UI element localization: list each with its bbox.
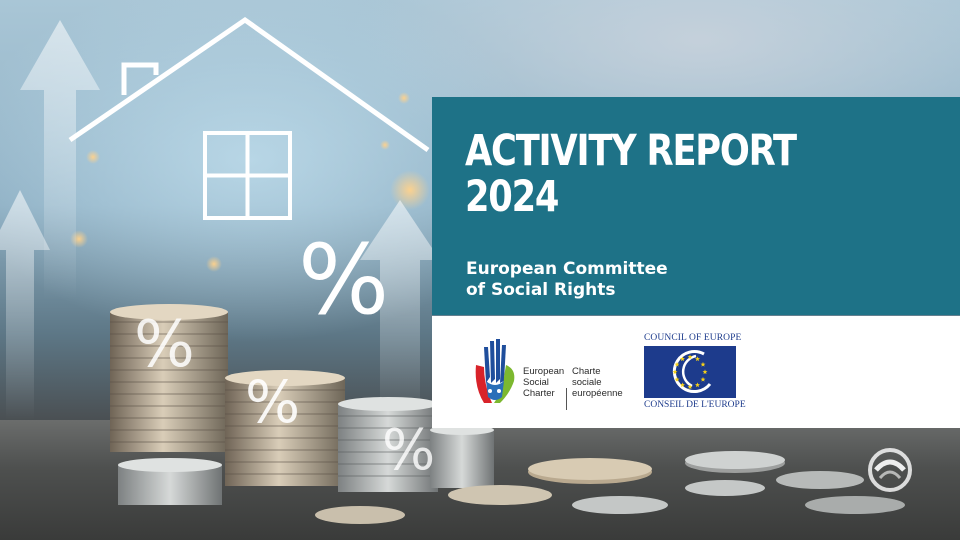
flag-star-icon [672, 369, 678, 375]
social-charter-fr-line1: Charte [572, 366, 601, 377]
report-title-year: 2024 [465, 172, 559, 222]
social-charter-fr-line2: sociale [572, 377, 602, 388]
percent-sign: % [134, 308, 195, 382]
committee-name-line1: European Committee [466, 259, 668, 279]
percent-sign: % [382, 418, 436, 483]
flag-star-icon [687, 354, 693, 360]
flag-star-icon [695, 356, 700, 362]
social-charter-en-line1: European [523, 366, 565, 377]
social-charter-hand-icon [475, 339, 515, 403]
flag-star-icon [700, 376, 706, 382]
social-charter-en-line2: Social [523, 377, 549, 388]
coin-stack [430, 425, 494, 488]
bokeh-light [380, 140, 390, 150]
committee-name: European Committee of Social Rights [466, 259, 766, 301]
bokeh-light [390, 170, 430, 210]
loose-coins [315, 451, 905, 524]
coin-stack [338, 397, 438, 492]
coin-stack [110, 304, 228, 452]
report-title-line1: ACTIVITY REPORT [465, 126, 797, 176]
coin-stack [118, 458, 222, 505]
corner-logo-icon [868, 448, 912, 492]
bokeh-light [398, 92, 410, 104]
social-charter-en-line3: Charter [523, 388, 555, 399]
house-outline-icon [68, 16, 430, 220]
committee-name-line2: of Social Rights [466, 280, 616, 300]
flag-star-icon [680, 382, 685, 388]
social-charter-en: European Social Charter [523, 366, 564, 399]
council-of-europe-flag-icon [644, 346, 736, 398]
flag-star-icon [687, 384, 693, 390]
social-charter-fr: Charte sociale européenne [572, 366, 623, 399]
flag-star-icon [700, 361, 706, 367]
flag-star-icon [680, 356, 685, 362]
bokeh-light [206, 256, 222, 272]
coin-stack [225, 370, 345, 486]
social-charter-divider [566, 388, 567, 410]
flag-star-icon [702, 369, 708, 375]
coe-name-fr: CONSEIL DE L'EUROPE [644, 400, 746, 410]
percent-sign: % [298, 224, 390, 336]
flag-star-icon [674, 361, 680, 367]
up-arrow-icon [360, 200, 440, 420]
coe-name-en: COUNCIL OF EUROPE [644, 333, 742, 343]
social-charter-fr-line3: européenne [572, 388, 623, 399]
report-title: ACTIVITY REPORT 2024 [465, 128, 809, 220]
up-arrow-icon [20, 20, 100, 300]
up-arrow-icon [0, 190, 50, 420]
percent-sign: % [245, 368, 301, 436]
flag-star-icon [674, 376, 680, 382]
title-panel [432, 97, 960, 315]
flag-star-icon [695, 382, 700, 388]
bokeh-light [86, 150, 100, 164]
